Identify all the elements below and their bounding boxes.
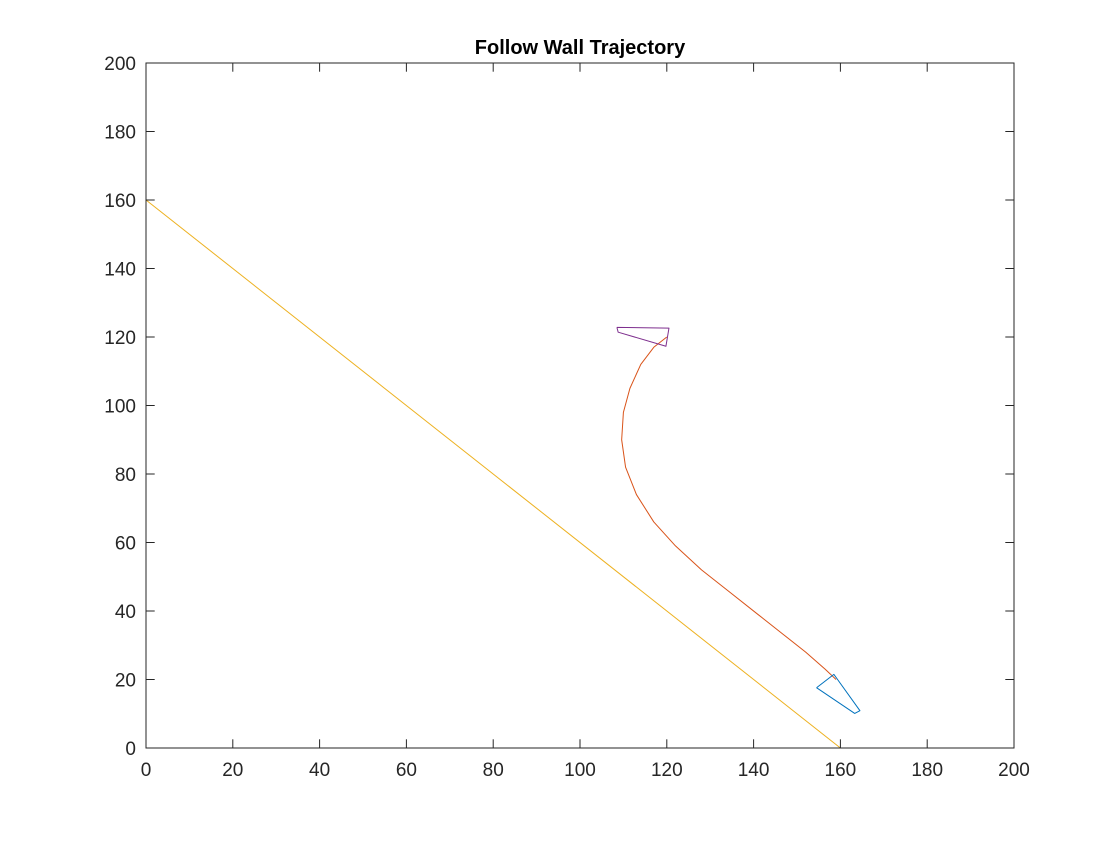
- y-tick-label: 120: [104, 328, 136, 349]
- series-end-robot: [616, 326, 670, 347]
- x-tick-label: 60: [396, 760, 417, 781]
- x-tick-label: 200: [998, 760, 1030, 781]
- x-tick-label: 120: [651, 760, 683, 781]
- x-tick-label: 20: [222, 760, 243, 781]
- y-tick-label: 180: [104, 123, 136, 144]
- x-tick-label: 0: [141, 760, 152, 781]
- series-layer: [145, 199, 861, 749]
- x-tick-label: 160: [825, 760, 857, 781]
- x-tick-label: 180: [911, 760, 943, 781]
- chart-title: Follow Wall Trajectory: [475, 37, 686, 59]
- x-tick-label: 100: [564, 760, 596, 781]
- plot-area: [146, 63, 1014, 748]
- ticks-layer: 0 20 40 60 80 100 120 140 160 180 200 0 20 40 60 80 100 1…: [104, 54, 1030, 781]
- y-tick-label: 40: [115, 602, 136, 623]
- y-tick-label: 140: [104, 260, 136, 281]
- series-start-robot: [816, 673, 861, 714]
- x-tick-label: 40: [309, 760, 330, 781]
- y-tick-label: 200: [104, 54, 136, 75]
- x-tick-label: 80: [483, 760, 504, 781]
- y-tick-label: 60: [115, 534, 136, 555]
- y-tick-label: 0: [125, 739, 136, 760]
- y-tick-label: 160: [104, 191, 136, 212]
- axes-box: [145, 62, 1015, 749]
- x-tick-label: 140: [738, 760, 770, 781]
- y-tick-label: 100: [104, 397, 136, 418]
- y-tick-label: 80: [115, 465, 136, 486]
- series-wall-line: [145, 199, 841, 749]
- series-trajectory: [621, 336, 837, 680]
- y-tick-label: 20: [115, 671, 136, 692]
